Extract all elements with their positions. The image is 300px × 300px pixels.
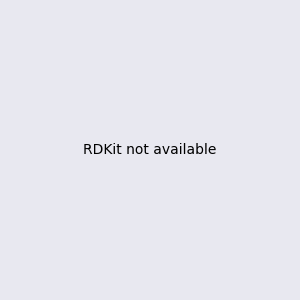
Text: RDKit not available: RDKit not available — [83, 143, 217, 157]
